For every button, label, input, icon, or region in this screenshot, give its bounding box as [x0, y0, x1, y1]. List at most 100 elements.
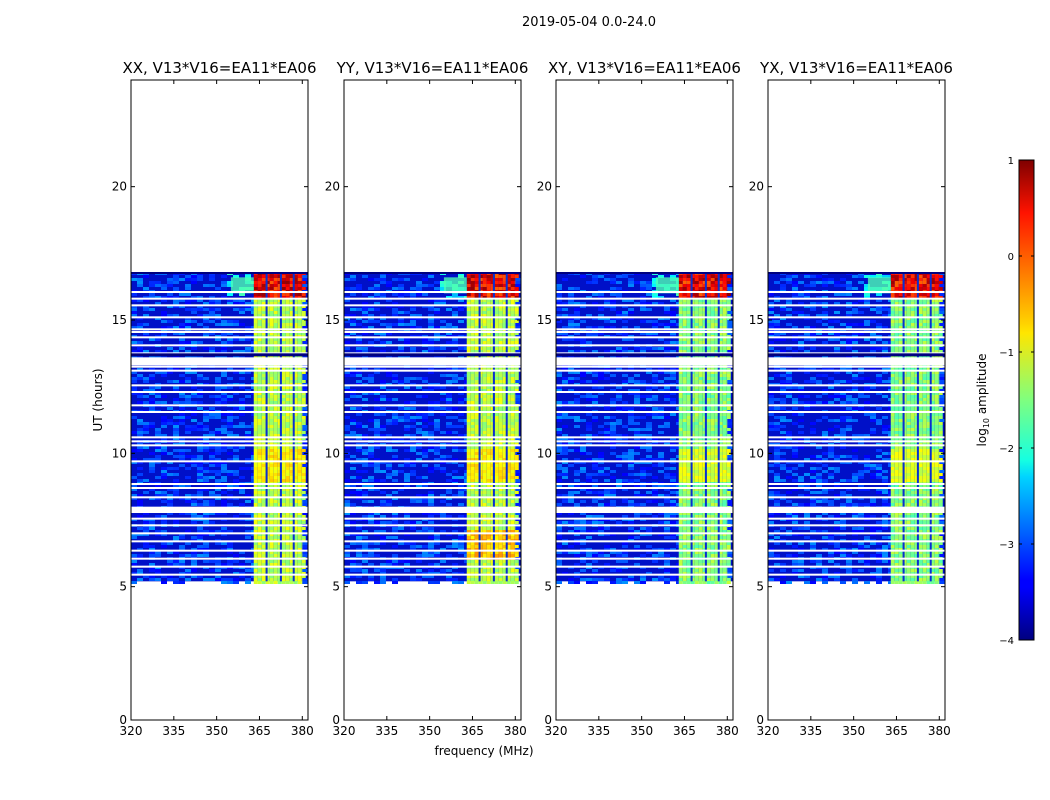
- spectrogram-cell: [368, 479, 374, 482]
- spectrogram-cell: [502, 548, 507, 551]
- spectrogram-cell: [161, 449, 167, 452]
- spectrogram-cell: [428, 422, 434, 425]
- spectrogram-cell: [482, 554, 487, 557]
- spectrogram-cell: [265, 398, 270, 401]
- spectrogram-cell: [510, 323, 515, 326]
- spectrogram-cell: [289, 326, 294, 329]
- spectrogram-cell: [239, 386, 245, 389]
- spectrogram-cell: [253, 275, 258, 278]
- spectrogram-cell: [273, 374, 278, 377]
- spectrogram-cell: [233, 554, 239, 557]
- spectrogram-cell: [227, 563, 233, 566]
- spectrogram-cell: [265, 296, 270, 299]
- spectrogram-cell: [233, 329, 239, 332]
- spectrogram-cell: [285, 446, 290, 449]
- spectrogram-cell: [285, 275, 290, 278]
- spectrogram-cell: [137, 326, 143, 329]
- spectrogram-cell: [245, 434, 251, 437]
- spectrogram-cell: [285, 350, 290, 353]
- spectrogram-cell: [277, 380, 282, 383]
- spectrogram-cell: [490, 389, 495, 392]
- spectrogram-cell: [514, 374, 519, 377]
- spectrogram-cell: [302, 302, 309, 305]
- spectrogram-cell: [490, 398, 495, 401]
- spectrogram-cell: [374, 398, 380, 401]
- spectrogram-cell: [261, 317, 266, 320]
- spectrogram-cell: [474, 452, 479, 455]
- spectrogram-cell: [410, 320, 416, 323]
- spectrogram-cell: [498, 572, 503, 575]
- spectrogram-cell: [269, 392, 274, 395]
- spectrogram-cell: [269, 374, 274, 377]
- spectrogram-cell: [239, 491, 245, 494]
- spectrogram-cell: [386, 449, 392, 452]
- spectrogram-cell: [233, 497, 239, 500]
- spectrogram-cell: [301, 521, 306, 524]
- spectrogram-cell: [422, 554, 428, 557]
- spectrogram-cell: [173, 386, 179, 389]
- spectrogram-cell: [197, 308, 203, 311]
- spectrogram-cell: [273, 494, 278, 497]
- spectrogram-cell: [386, 563, 392, 566]
- spectrogram-cell: [452, 305, 458, 308]
- spectrogram-cell: [428, 437, 434, 440]
- spectrogram-cell: [221, 374, 227, 377]
- spectrogram-cell: [446, 392, 452, 395]
- spectrogram-cell: [398, 464, 404, 467]
- spectrogram-cell: [474, 296, 479, 299]
- spectrogram-cell: [179, 536, 185, 539]
- spectrogram-cell: [277, 311, 282, 314]
- spectrogram-cell: [392, 491, 398, 494]
- spectrogram-cell: [293, 434, 298, 437]
- spectrogram-cell: [506, 500, 511, 503]
- spectrogram-cell: [478, 434, 483, 437]
- spectrogram-cell: [209, 503, 215, 506]
- spectrogram-cell: [302, 545, 309, 548]
- spectrogram-cell: [506, 521, 511, 524]
- spectrogram-cell: [261, 446, 266, 449]
- spectrogram-cell: [494, 377, 499, 380]
- spectrogram-cell: [289, 551, 294, 554]
- spectrogram-cell: [474, 551, 479, 554]
- spectrogram-cell: [392, 521, 398, 524]
- spectrogram-cell: [269, 422, 274, 425]
- spectrogram-cell: [215, 428, 221, 431]
- spectrogram-cell: [678, 284, 683, 287]
- spectrogram-cell: [302, 503, 309, 506]
- spectrogram-cell: [253, 317, 258, 320]
- spectrogram-cell: [285, 521, 290, 524]
- spectrogram-cell: [233, 392, 239, 395]
- spectrogram-cell: [486, 332, 491, 335]
- spectrogram-cell: [257, 395, 262, 398]
- spectrogram-cell: [149, 467, 155, 470]
- spectrogram-cell: [482, 551, 487, 554]
- spectrogram-cell: [261, 494, 266, 497]
- spectrogram-cell: [392, 455, 398, 458]
- spectrogram-cell: [301, 296, 306, 299]
- spectrogram-cell: [350, 491, 356, 494]
- spectrogram-cell: [506, 563, 511, 566]
- flagged-row: [344, 369, 521, 372]
- spectrogram-cell: [179, 341, 185, 344]
- spectrogram-cell: [466, 329, 471, 332]
- spectrogram-cell: [131, 308, 137, 311]
- spectrogram-cell: [261, 275, 266, 278]
- spectrogram-cell: [494, 371, 499, 374]
- spectrogram-cell: [173, 551, 179, 554]
- spectrogram-cell: [227, 446, 233, 449]
- spectrogram-cell: [281, 530, 286, 533]
- spectrogram-cell: [191, 521, 197, 524]
- spectrogram-cell: [161, 314, 167, 317]
- spectrogram-cell: [185, 398, 191, 401]
- spectrogram-cell: [498, 500, 503, 503]
- spectrogram-cell: [293, 305, 298, 308]
- spectrogram-cell: [273, 572, 278, 575]
- spectrogram-cell: [494, 398, 499, 401]
- spectrogram-cell: [257, 380, 262, 383]
- spectrogram-cell: [293, 407, 298, 410]
- spectrogram-cell: [149, 578, 155, 581]
- spectrogram-cell: [161, 395, 167, 398]
- spectrogram-cell: [179, 293, 185, 296]
- spectrogram-cell: [386, 494, 392, 497]
- spectrogram-cell: [265, 563, 270, 566]
